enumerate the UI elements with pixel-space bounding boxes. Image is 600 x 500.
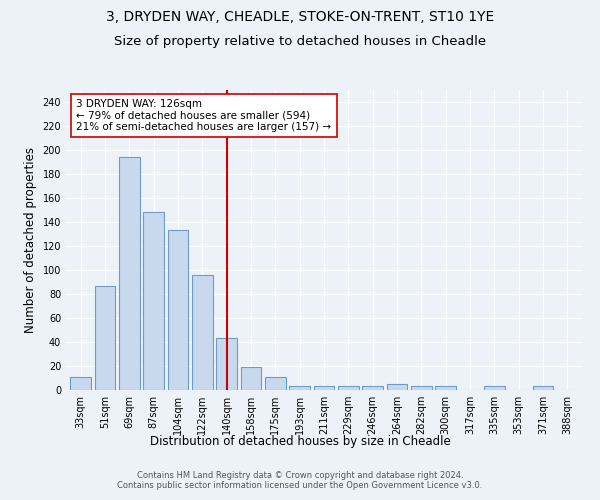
Bar <box>484 386 505 390</box>
Bar <box>95 286 115 390</box>
Text: Size of property relative to detached houses in Cheadle: Size of property relative to detached ho… <box>114 35 486 48</box>
Text: Contains HM Land Registry data © Crown copyright and database right 2024.
Contai: Contains HM Land Registry data © Crown c… <box>118 470 482 490</box>
Text: 3 DRYDEN WAY: 126sqm
← 79% of detached houses are smaller (594)
21% of semi-deta: 3 DRYDEN WAY: 126sqm ← 79% of detached h… <box>76 99 331 132</box>
Bar <box>143 212 164 390</box>
Bar <box>338 386 359 390</box>
Bar <box>192 275 212 390</box>
Bar <box>314 386 334 390</box>
Text: Distribution of detached houses by size in Cheadle: Distribution of detached houses by size … <box>149 435 451 448</box>
Text: 3, DRYDEN WAY, CHEADLE, STOKE-ON-TRENT, ST10 1YE: 3, DRYDEN WAY, CHEADLE, STOKE-ON-TRENT, … <box>106 10 494 24</box>
Bar <box>119 157 140 390</box>
Bar <box>70 377 91 390</box>
Bar <box>167 230 188 390</box>
Bar <box>533 386 553 390</box>
Bar <box>411 386 432 390</box>
Bar <box>436 386 456 390</box>
Bar <box>265 377 286 390</box>
Bar <box>362 386 383 390</box>
Bar <box>386 384 407 390</box>
Bar <box>289 386 310 390</box>
Bar <box>216 338 237 390</box>
Y-axis label: Number of detached properties: Number of detached properties <box>24 147 37 333</box>
Bar <box>241 367 262 390</box>
